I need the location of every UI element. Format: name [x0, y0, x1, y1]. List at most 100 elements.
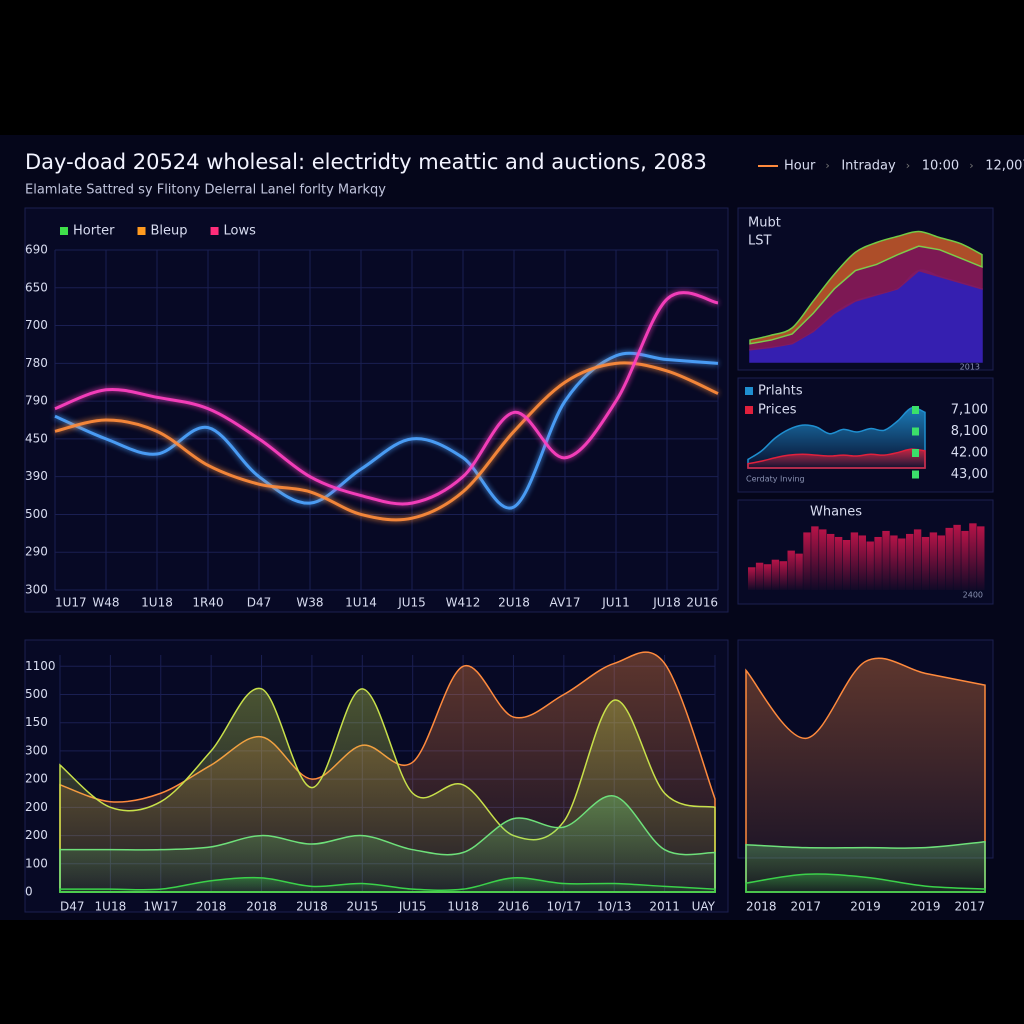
nav-sep: › — [825, 159, 829, 172]
x-tick-label: 10/13 — [597, 900, 632, 914]
y-tick-label: 450 — [25, 431, 48, 445]
bar — [763, 564, 772, 590]
x-tick-label: JU15 — [398, 900, 427, 914]
tag-value: 8,100 — [951, 424, 988, 439]
x-tick-label: JU15 — [397, 596, 426, 610]
x-tick-label: 2U16 — [686, 596, 718, 610]
area-series — [747, 406, 926, 469]
panel-title: Mubt — [748, 216, 781, 231]
x-tick-label: JU11 — [601, 596, 630, 610]
x-tick-label: 2019 — [850, 900, 881, 914]
x-tick-label: AV17 — [550, 596, 581, 610]
y-tick-label: 200 — [25, 828, 48, 842]
area-series — [745, 657, 986, 893]
tag-marker — [912, 406, 919, 414]
legend-label: Prlahts — [758, 384, 803, 399]
y-tick-label: 150 — [25, 715, 48, 729]
bar — [834, 536, 843, 590]
line-series — [54, 361, 719, 522]
y-tick-label: 690 — [25, 243, 48, 257]
area-series — [749, 230, 983, 345]
x-tick-label: 10/17 — [547, 900, 582, 914]
x-tick-label: D47 — [247, 596, 272, 610]
x-tick-label: 2U18 — [296, 900, 328, 914]
x-tick-label: JU18 — [652, 596, 681, 610]
panel-subtitle: LST — [748, 234, 771, 249]
panel-main — [24, 207, 729, 613]
x-tick-label: 1U14 — [345, 596, 377, 610]
bar — [921, 536, 930, 590]
line-series — [54, 291, 719, 506]
tag-marker — [912, 470, 919, 479]
bar — [898, 538, 906, 590]
bar — [969, 523, 977, 590]
title: Day-doad 20524 wholesal: electridty meat… — [25, 150, 707, 174]
x-tick-label: D47 — [60, 900, 85, 914]
bar — [977, 526, 985, 590]
x-tick-label: 2017 — [954, 900, 985, 914]
x-tick-label: 2U18 — [498, 596, 530, 610]
nav-item: 12,007 — [985, 159, 1024, 174]
panel-title: Whanes — [810, 505, 862, 520]
tag-value: 43,00 — [951, 467, 988, 482]
tag-marker — [912, 449, 919, 457]
y-tick-label: 650 — [25, 280, 48, 294]
bar — [961, 530, 969, 590]
y-tick-label: 790 — [25, 394, 48, 408]
x-tick-label: 2U16 — [498, 900, 530, 914]
y-tick-label: 100 — [25, 856, 48, 870]
bar — [842, 540, 851, 590]
bar — [811, 526, 819, 590]
bar — [771, 559, 780, 590]
x-tick-label: 2U15 — [346, 900, 378, 914]
nav-sep: › — [906, 159, 910, 172]
nav-item: 10:00 — [922, 159, 959, 174]
y-tick-label: 200 — [25, 800, 48, 814]
x-tick-label: W412 — [446, 596, 481, 610]
x-tick-label: 1U18 — [95, 900, 127, 914]
line-series — [54, 351, 719, 510]
legend-swatch — [745, 387, 753, 395]
bar — [803, 532, 811, 590]
bar — [913, 529, 922, 590]
y-tick-label: 780 — [25, 356, 48, 370]
subtitle: Elamlate Sattred sy Flitony Delerral Lan… — [25, 183, 386, 198]
bar — [795, 553, 803, 590]
bar — [866, 541, 874, 590]
x-tick-label: 2011 — [649, 900, 680, 914]
x-tick-label: 2019 — [910, 900, 941, 914]
bar — [787, 550, 795, 590]
y-tick-label: 300 — [25, 743, 48, 757]
bar — [906, 533, 914, 590]
tag-value: 42.00 — [951, 446, 988, 461]
legend-swatch — [745, 406, 753, 414]
x-tick-label: 2018 — [746, 900, 777, 914]
area-series — [747, 448, 926, 469]
legend-label: Prices — [758, 403, 797, 418]
tag-marker — [912, 427, 919, 436]
x-tick-label: 2018 — [246, 900, 277, 914]
bar — [945, 527, 953, 590]
legend-swatch — [60, 227, 68, 235]
legend-swatch — [137, 227, 146, 235]
y-tick-label: 390 — [25, 469, 48, 483]
bar — [953, 524, 961, 590]
x-tick-label: 1U17 — [55, 596, 87, 610]
bar — [748, 567, 756, 590]
x-tick-label: 1R40 — [192, 596, 223, 610]
y-tick-label: 1100 — [25, 659, 56, 673]
area-series — [59, 795, 716, 893]
bar — [779, 561, 787, 590]
area-series — [745, 873, 986, 893]
y-tick-label: 0 — [25, 885, 33, 899]
legend-swatch — [210, 227, 219, 235]
y-tick-label: 290 — [25, 545, 48, 559]
bar — [890, 535, 898, 590]
y-tick-label: 500 — [25, 507, 48, 521]
bar — [874, 536, 882, 590]
nav-sep: › — [969, 159, 973, 172]
panel-caption: Cerdaty Inving — [746, 475, 805, 484]
bar — [858, 535, 866, 590]
nav-item: Intraday — [841, 159, 896, 174]
